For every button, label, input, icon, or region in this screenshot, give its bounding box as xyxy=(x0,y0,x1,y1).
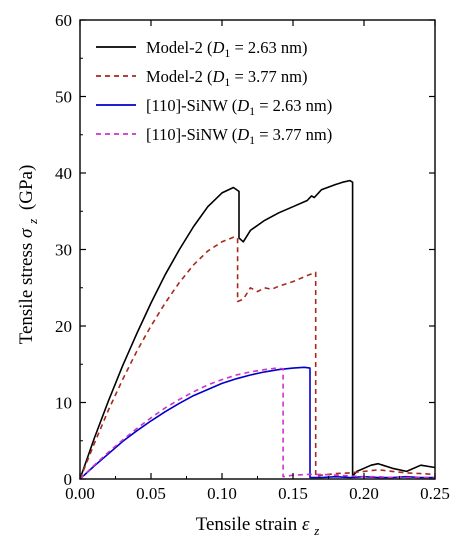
legend-value: = 2.63 nm) xyxy=(255,96,332,115)
legend-param-sub: 1 xyxy=(224,75,230,89)
legend-series-name: [110]-SiNW ( xyxy=(146,96,237,115)
series-line-4 xyxy=(79,367,435,480)
legend-param: D xyxy=(211,67,224,86)
legend-series-name: Model-2 ( xyxy=(146,38,212,57)
legend-param: D xyxy=(211,38,224,57)
y-tick-label: 50 xyxy=(55,88,72,107)
legend-param: D xyxy=(236,96,249,115)
y-tick-label: 30 xyxy=(55,241,72,260)
legend-label-2: Model-2 (D1 = 3.77 nm) xyxy=(146,67,308,89)
legend-param-sub: 1 xyxy=(249,104,255,118)
series-line-1 xyxy=(79,179,436,480)
y-axis-unit: (GPa) xyxy=(16,165,37,210)
x-tick-label: 0.20 xyxy=(349,484,379,503)
legend: Model-2 (D1 = 2.63 nm)Model-2 (D1 = 3.77… xyxy=(96,38,332,147)
y-tick-label: 40 xyxy=(55,164,72,183)
x-tick-label: 0.15 xyxy=(278,484,308,503)
legend-label-3: [110]-SiNW (D1 = 2.63 nm) xyxy=(146,96,332,118)
legend-value: = 2.63 nm) xyxy=(230,38,307,57)
legend-value: = 3.77 nm) xyxy=(230,67,307,86)
y-axis-label: Tensile stress σ z (GPa) xyxy=(16,165,42,345)
x-tick-label: 0.10 xyxy=(207,484,237,503)
legend-value: = 3.77 nm) xyxy=(255,125,332,144)
series-line-2 xyxy=(79,236,436,480)
legend-label-1: Model-2 (D1 = 2.63 nm) xyxy=(146,38,308,60)
legend-param-sub: 1 xyxy=(249,133,255,147)
legend-param-sub: 1 xyxy=(224,46,230,60)
x-axis-symbol-sub: z xyxy=(313,523,319,538)
y-tick-label: 0 xyxy=(64,470,73,489)
legend-param: D xyxy=(236,125,249,144)
x-tick-label: 0.00 xyxy=(65,484,95,503)
series-line-3 xyxy=(79,366,435,480)
x-axis-label: Tensile strain ε z xyxy=(196,514,320,538)
x-tick-label: 0.05 xyxy=(136,484,166,503)
axis-ticks: 0.00 0.05 0.10 0.15 0.20 0.25 0 10 20 30 40 50 60 xyxy=(55,11,450,503)
y-tick-label: 10 xyxy=(55,394,72,413)
y-tick-label: 60 xyxy=(55,11,72,30)
legend-label-4: [110]-SiNW (D1 = 3.77 nm) xyxy=(146,125,332,147)
legend-series-name: [110]-SiNW ( xyxy=(146,125,237,144)
plot-lines xyxy=(79,179,436,480)
y-axis-label-text: Tensile stress xyxy=(16,243,37,345)
y-axis-symbol: σ xyxy=(16,228,37,238)
y-tick-label: 20 xyxy=(55,317,72,336)
x-tick-label: 0.25 xyxy=(420,484,450,503)
y-axis-symbol-sub: z xyxy=(25,219,40,225)
x-axis-symbol: ε xyxy=(302,514,310,535)
legend-series-name: Model-2 ( xyxy=(146,67,212,86)
x-axis-label-text: Tensile strain xyxy=(196,514,298,535)
plot-frame xyxy=(79,19,436,480)
